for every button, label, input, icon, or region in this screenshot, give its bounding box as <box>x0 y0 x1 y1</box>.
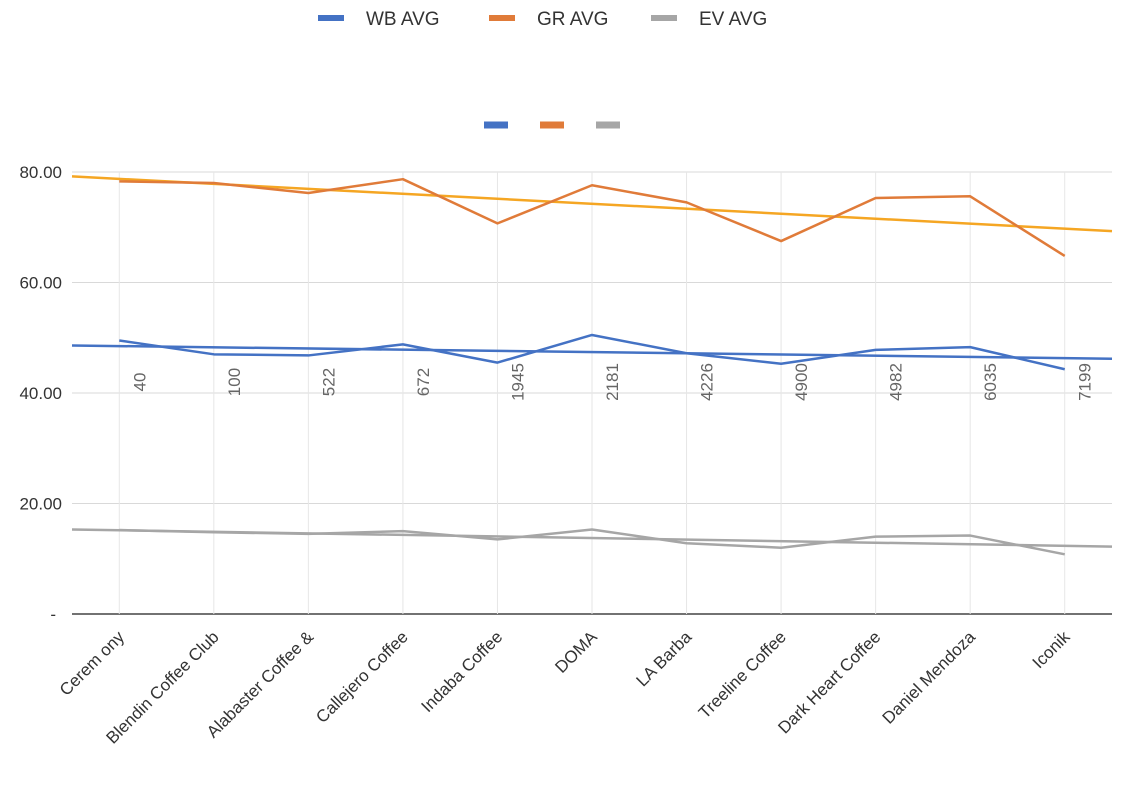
series-lines <box>119 177 1066 556</box>
series-line-gr-avg <box>119 177 1066 258</box>
point-label: 4982 <box>887 363 906 401</box>
x-tick-label: Iconik <box>1029 627 1074 672</box>
legend: WB AVG GR AVG EV AVG <box>318 9 767 30</box>
series-line-ev-avg <box>119 528 1065 556</box>
legend-label: WB AVG <box>366 9 440 30</box>
point-label: 4900 <box>792 363 811 401</box>
point-label: 6035 <box>981 363 1000 401</box>
y-tick-label: 60.00 <box>19 274 62 293</box>
x-tick-label: Treeline Coffee <box>695 627 790 722</box>
point-label: 672 <box>414 368 433 396</box>
x-tick-label: Daniel Mendoza <box>879 627 980 728</box>
x-tick-label: Cerem ony <box>56 627 129 700</box>
y-tick-label: - <box>50 605 56 624</box>
trendline-wb-avg <box>71 344 1113 360</box>
y-tick-label: 20.00 <box>19 495 62 514</box>
series-line-wb-avg <box>119 333 1066 371</box>
point-label: 2181 <box>603 363 622 401</box>
legend-label: GR AVG <box>537 9 608 30</box>
point-label: 7199 <box>1076 363 1095 401</box>
point-label: 1945 <box>508 363 527 401</box>
point-label: 4226 <box>698 363 717 401</box>
point-label: 40 <box>130 373 149 392</box>
x-tick-label: Indaba Coffee <box>418 627 507 716</box>
point-labels: 40 100 522 672 1945 2181 4226 4900 4982 6035 7199 <box>130 363 1094 401</box>
y-tick-label: 40.00 <box>19 384 62 403</box>
x-tick-label: Callejero Coffee <box>312 627 411 726</box>
point-label: 100 <box>225 368 244 396</box>
point-label: 522 <box>319 368 338 396</box>
x-tick-label: DOMA <box>551 627 601 677</box>
x-tick-label: Alabaster Coffee & <box>203 627 318 742</box>
y-axis-ticks: - 20.00 40.00 60.00 80.00 <box>19 163 62 624</box>
y-tick-label: 80.00 <box>19 163 62 182</box>
x-tick-label: Dark Heart Coffee <box>774 627 884 737</box>
legend-label: EV AVG <box>699 9 767 30</box>
x-tick-label: LA Barba <box>632 627 695 690</box>
